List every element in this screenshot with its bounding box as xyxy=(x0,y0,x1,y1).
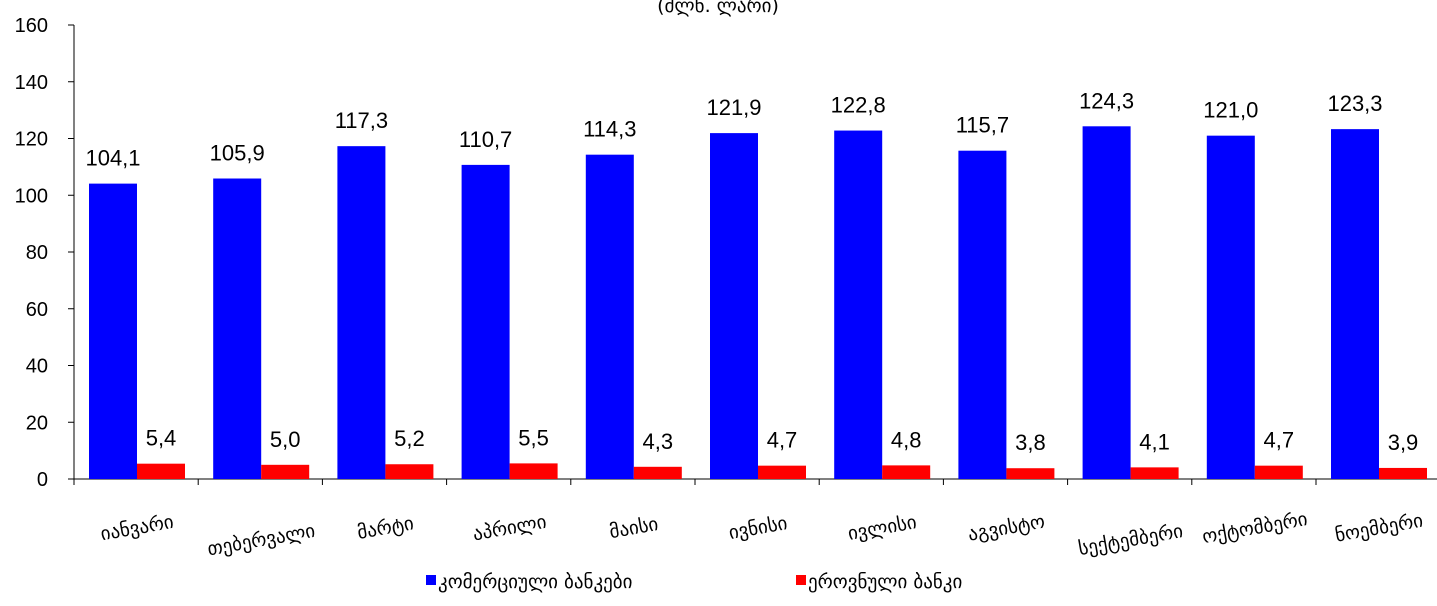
y-tick-label: 80 xyxy=(26,242,48,264)
data-label: 4,3 xyxy=(643,429,674,454)
y-tick-label: 120 xyxy=(15,129,48,151)
data-label: 110,7 xyxy=(459,127,512,152)
category-label: ნოემბერი xyxy=(1333,510,1424,547)
bar-commercial-0 xyxy=(89,183,137,479)
bar-national-9 xyxy=(1254,465,1303,479)
bar-national-1 xyxy=(261,464,310,479)
data-label: 3,8 xyxy=(1015,430,1046,455)
data-label: 5,2 xyxy=(394,426,425,451)
category-label: მაისი xyxy=(608,513,660,543)
category-label: აპრილი xyxy=(471,511,548,546)
legend-swatch xyxy=(796,575,806,585)
bar-commercial-1 xyxy=(213,178,262,480)
y-tick-label: 160 xyxy=(15,15,48,37)
data-label: 5,5 xyxy=(518,425,549,450)
y-tick-label: 0 xyxy=(37,469,48,491)
data-label: 114,3 xyxy=(583,117,636,142)
bar-commercial-9 xyxy=(1206,135,1255,479)
data-label: 4,7 xyxy=(767,428,798,453)
bar-commercial-3 xyxy=(461,164,510,480)
legend-label: კომერციული ბანკები xyxy=(438,571,632,593)
data-label: 121,0 xyxy=(1203,98,1258,123)
legend: კომერციული ბანკები ეროვნული ბანკი xyxy=(426,571,962,593)
bar-commercial-10 xyxy=(1331,129,1379,480)
category-labels: იანვარი თებერვალი მარტი აპრილი მაისი ივნისი ივ… xyxy=(99,508,1425,560)
bars xyxy=(89,126,1427,480)
data-label: 5,0 xyxy=(270,427,301,452)
category-label: იანვარი xyxy=(99,511,175,545)
data-label: 104,1 xyxy=(85,146,140,171)
bar-national-5 xyxy=(758,465,806,479)
bar-national-7 xyxy=(1006,468,1055,479)
bar-national-3 xyxy=(509,463,558,479)
data-label: 4,7 xyxy=(1264,428,1295,453)
category-label: აგვისტო xyxy=(966,511,1046,546)
y-tick-label: 60 xyxy=(26,299,48,321)
y-tick-label: 100 xyxy=(15,185,48,207)
category-label: თებერვალი xyxy=(206,520,317,561)
data-label: 105,9 xyxy=(210,141,265,166)
data-label: 121,9 xyxy=(706,95,761,120)
category-label: ივლისი xyxy=(846,511,918,545)
bar-national-10 xyxy=(1379,467,1427,479)
data-label: 4,8 xyxy=(891,427,922,452)
legend-swatch xyxy=(426,575,436,585)
data-label: 3,9 xyxy=(1388,430,1419,455)
bar-commercial-4 xyxy=(585,154,634,479)
bar-commercial-5 xyxy=(710,133,758,479)
bar-national-4 xyxy=(633,466,682,479)
legend-label: ეროვნული ბანკი xyxy=(808,571,962,593)
y-tick-label: 20 xyxy=(26,412,48,434)
bar-national-8 xyxy=(1130,467,1179,479)
bar-commercial-2 xyxy=(337,146,386,479)
y-tick-label: 140 xyxy=(15,72,48,94)
category-label: სექტემბერი xyxy=(1077,520,1185,560)
y-tick-label: 40 xyxy=(26,356,48,378)
chart-subtitle: (მლნ. ლარი) xyxy=(657,0,779,17)
data-label: 124,3 xyxy=(1079,88,1134,113)
bar-commercial-6 xyxy=(834,130,883,479)
category-label: მარტი xyxy=(355,512,415,544)
data-labels: 104,1 5,4 105,9 5,0 117,3 5,2 110,7 5,5 114,3 4,3… xyxy=(85,88,1418,455)
category-label: ივნისი xyxy=(727,512,789,544)
data-label: 123,3 xyxy=(1327,91,1382,116)
bar-national-2 xyxy=(385,464,434,479)
bar-commercial-8 xyxy=(1082,126,1131,479)
category-label: ოქტომბერი xyxy=(1201,508,1310,548)
data-label: 5,4 xyxy=(146,426,177,451)
data-label: 117,3 xyxy=(335,108,388,133)
bar-national-0 xyxy=(137,463,185,479)
bar-national-6 xyxy=(882,465,931,479)
data-label: 115,7 xyxy=(956,113,1009,138)
data-label: 122,8 xyxy=(831,93,886,118)
bar-commercial-7 xyxy=(958,150,1007,480)
data-label: 4,1 xyxy=(1139,429,1170,454)
